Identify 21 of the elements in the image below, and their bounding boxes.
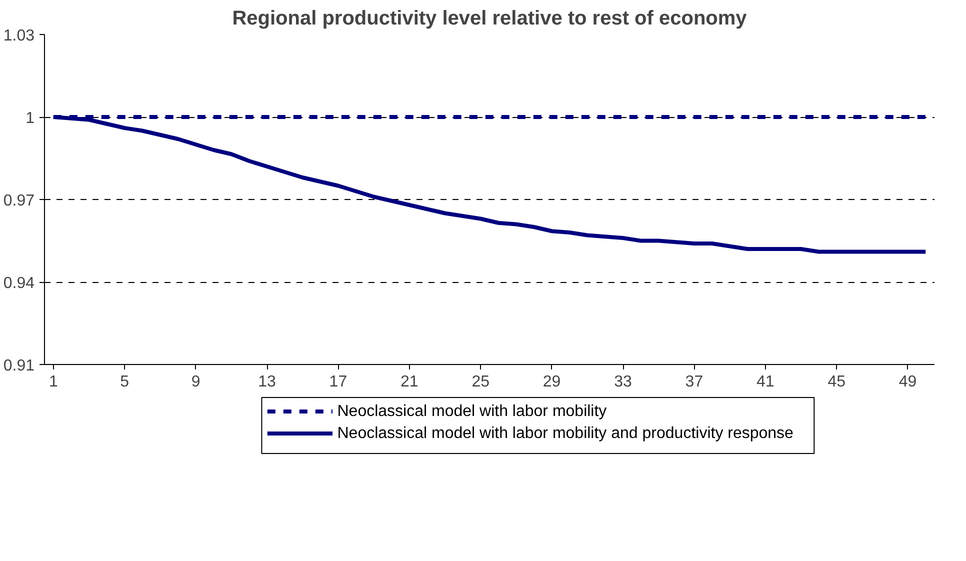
y-tick-label: 0.91: [3, 358, 35, 374]
chart-title: Regional productivity level relative to rest of economy: [232, 8, 748, 30]
x-tick-label: 45: [828, 374, 846, 390]
x-tick-label: 29: [542, 374, 561, 390]
x-tick-label: 13: [258, 374, 276, 390]
x-tick-label: 21: [400, 374, 418, 390]
legend-label: Neoclassical model with labor mobility and productivity response: [337, 425, 794, 442]
y-tick-label: 0.97: [3, 192, 35, 210]
x-tick-label: 41: [756, 374, 774, 390]
x-tick-label: 5: [120, 374, 130, 390]
x-tick-label: 49: [898, 374, 917, 390]
y-tick-label: 0.94: [3, 275, 35, 292]
legend-label: Neoclassical model with labor mobility: [337, 403, 607, 420]
x-tick-label: 9: [191, 374, 200, 390]
x-tick-label: 25: [472, 374, 490, 390]
x-tick-label: 37: [685, 374, 704, 390]
y-tick-label: 1: [26, 110, 35, 127]
x-tick-label: 33: [614, 374, 632, 390]
y-tick-label: 1.03: [3, 28, 35, 44]
x-tick-label: 17: [329, 374, 348, 390]
x-tick-label: 1: [48, 374, 58, 390]
